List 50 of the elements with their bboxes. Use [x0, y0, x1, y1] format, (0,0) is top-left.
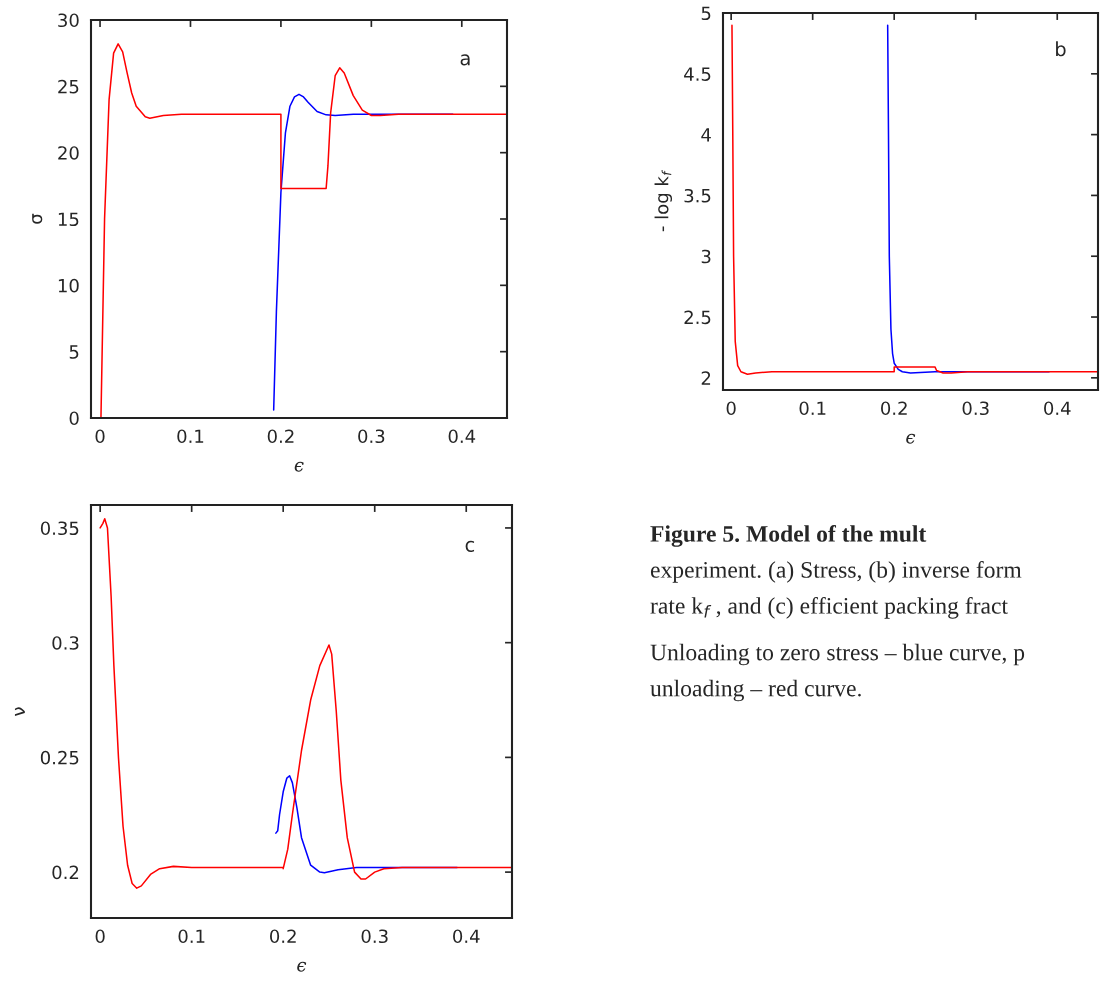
line-series — [731, 24, 1098, 375]
y-tick-label: 2.5 — [684, 310, 711, 325]
annotation: b — [1056, 41, 1066, 57]
y-tick-label: 0.2 — [52, 865, 79, 880]
text: experiment. (a) Stress, (b) inverse form — [650, 561, 1022, 583]
x-tick-label: 0.4 — [1044, 401, 1071, 416]
x-tick-label: 0.2 — [881, 401, 907, 416]
line-series — [100, 43, 507, 418]
x-tick-label: 0.1 — [177, 429, 204, 444]
x-tick-label: 0.4 — [453, 929, 480, 944]
y-tick-label: 30 — [58, 13, 79, 28]
x-tick-label: 0 — [95, 929, 105, 944]
y-tick-label: 3 — [701, 249, 711, 264]
y-tick-label: 0 — [69, 411, 79, 426]
y-axis-title: ν — [14, 707, 25, 716]
x-tick-label: 0 — [95, 429, 105, 444]
x-tick-label: 0.3 — [361, 929, 388, 944]
x-axis-title: ϵ — [906, 433, 916, 444]
y-axis-title: σ — [32, 213, 43, 224]
annotation: c — [465, 540, 475, 552]
y-tick-label: 2 — [701, 371, 711, 385]
text: Unloading to zero stress – blue curve, p — [650, 643, 1025, 666]
x-tick-label: 0.3 — [358, 429, 385, 444]
annotation: a — [460, 54, 470, 66]
x-tick-label: 0.2 — [270, 929, 296, 944]
x-axis-title: ϵ — [297, 961, 307, 972]
y-tick-label: 0.3 — [52, 636, 79, 650]
y-tick-label: 0.25 — [40, 750, 79, 765]
text: rate k$_{f}$ , and (c) efficient packing fract — [650, 597, 1008, 619]
y-tick-label: 10 — [58, 278, 79, 293]
y-tick-label: 25 — [58, 79, 79, 94]
y-tick-label: 3.5 — [684, 188, 711, 203]
y-tick-label: 4 — [701, 128, 711, 142]
y-tick-label: 5 — [701, 6, 711, 21]
y-tick-label: 5 — [69, 345, 79, 359]
y-tick-label: 15 — [58, 212, 79, 227]
x-tick-label: 0.1 — [799, 401, 826, 416]
x-tick-label: 0.4 — [448, 429, 476, 444]
y-tick-label: 0.35 — [40, 521, 79, 536]
y-tick-label: 20 — [58, 146, 79, 160]
x-tick-label: 0.2 — [267, 429, 294, 444]
caption: Figure 5. Model of the mult — [650, 525, 927, 547]
line-series — [99, 518, 512, 889]
y-axis-title: - log k$_{f}$ — [654, 169, 673, 232]
x-tick-label: 0 — [726, 401, 736, 416]
x-tick-label: 0.1 — [178, 929, 205, 944]
y-tick-label: 4.5 — [684, 67, 711, 81]
x-axis-title: ϵ — [294, 461, 304, 472]
x-tick-label: 0.3 — [962, 401, 989, 416]
text: unloading – red curve. — [650, 679, 861, 702]
